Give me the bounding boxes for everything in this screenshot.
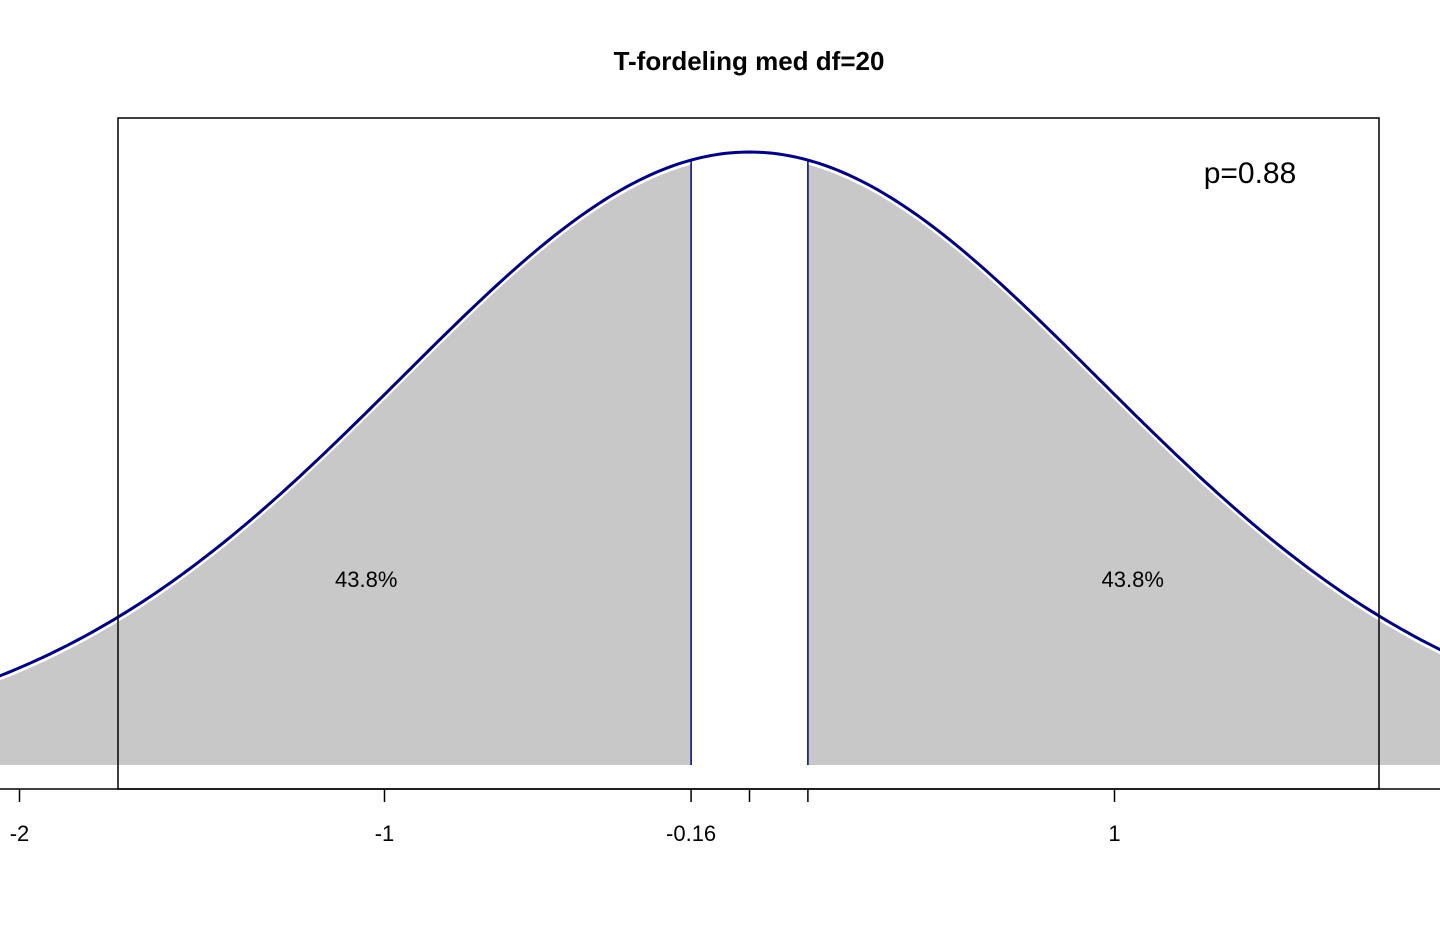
chart-title: T-fordeling med df=20	[614, 46, 885, 76]
x-tick-label-7: 1	[1108, 821, 1120, 846]
x-axis: -3-2-1-0.16123	[0, 788, 1440, 846]
region-percent-label-1: 43.8%	[335, 567, 397, 592]
density-curve	[0, 150, 1440, 678]
region-percent-label-2: 43.8%	[1102, 567, 1164, 592]
shaded-region-2	[807, 164, 1440, 757]
central-unshaded-band	[691, 152, 808, 788]
shaded-region-base-1	[0, 757, 692, 765]
shaded-region-1	[0, 164, 692, 757]
p-value-annotation: p=0.88	[1204, 157, 1297, 190]
x-tick-label-4: -0.16	[666, 821, 716, 846]
x-tick-label-3: -1	[375, 821, 395, 846]
plot-area: 43.8% 43.8%	[0, 150, 1440, 788]
x-tick-label-2: -2	[10, 821, 30, 846]
shaded-region-base-2	[807, 757, 1440, 765]
